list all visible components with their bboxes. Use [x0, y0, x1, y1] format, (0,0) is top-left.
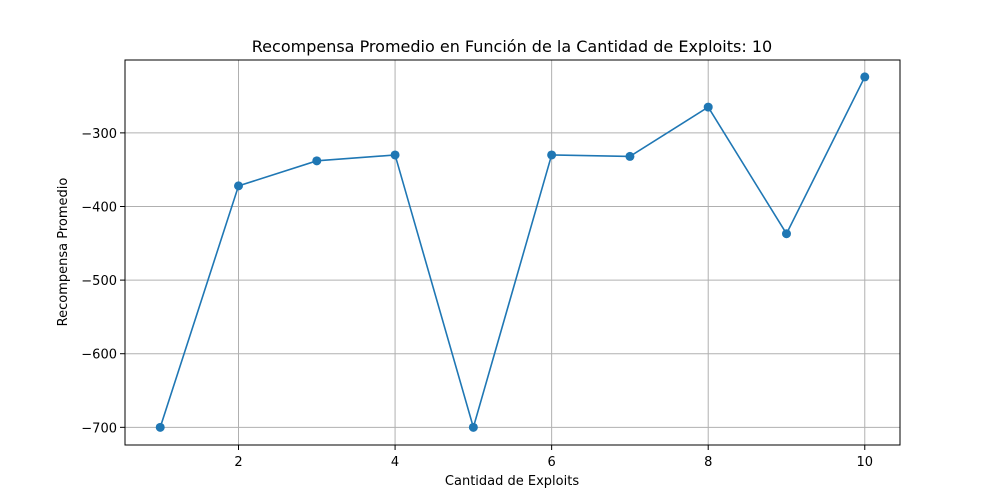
- plot-frame: [124, 59, 901, 446]
- y-tick-label: −600: [81, 348, 117, 363]
- chart-title: Recompensa Promedio en Función de la Can…: [252, 37, 772, 56]
- x-tick-label: 6: [548, 455, 556, 470]
- data-point: [547, 150, 557, 160]
- data-point: [234, 181, 244, 191]
- series-layer: [155, 72, 870, 432]
- y-tick-label: −400: [81, 200, 117, 215]
- x-axis-label: Cantidad de Exploits: [445, 474, 579, 489]
- y-tick-label: −300: [81, 127, 117, 142]
- data-point: [860, 72, 870, 82]
- y-tick-label: −500: [81, 274, 117, 289]
- data-point: [390, 150, 400, 160]
- data-point: [625, 151, 635, 161]
- data-point: [468, 422, 478, 432]
- y-tick-label: −700: [81, 421, 117, 436]
- series-line: [159, 76, 866, 431]
- data-point: [312, 156, 322, 166]
- grid-lines: [125, 60, 900, 445]
- x-tick-label: 10: [856, 455, 873, 470]
- x-tick-label: 8: [704, 455, 712, 470]
- data-point: [155, 422, 165, 432]
- x-tick-label: 4: [391, 455, 399, 470]
- data-point: [781, 229, 791, 239]
- data-point: [703, 102, 713, 112]
- axis-ticks: 2 4 6 8 10 −700 −600 −500 −400 −300: [81, 127, 873, 470]
- x-tick-label: 2: [234, 455, 242, 470]
- y-axis-label: Recompensa Promedio: [56, 178, 71, 327]
